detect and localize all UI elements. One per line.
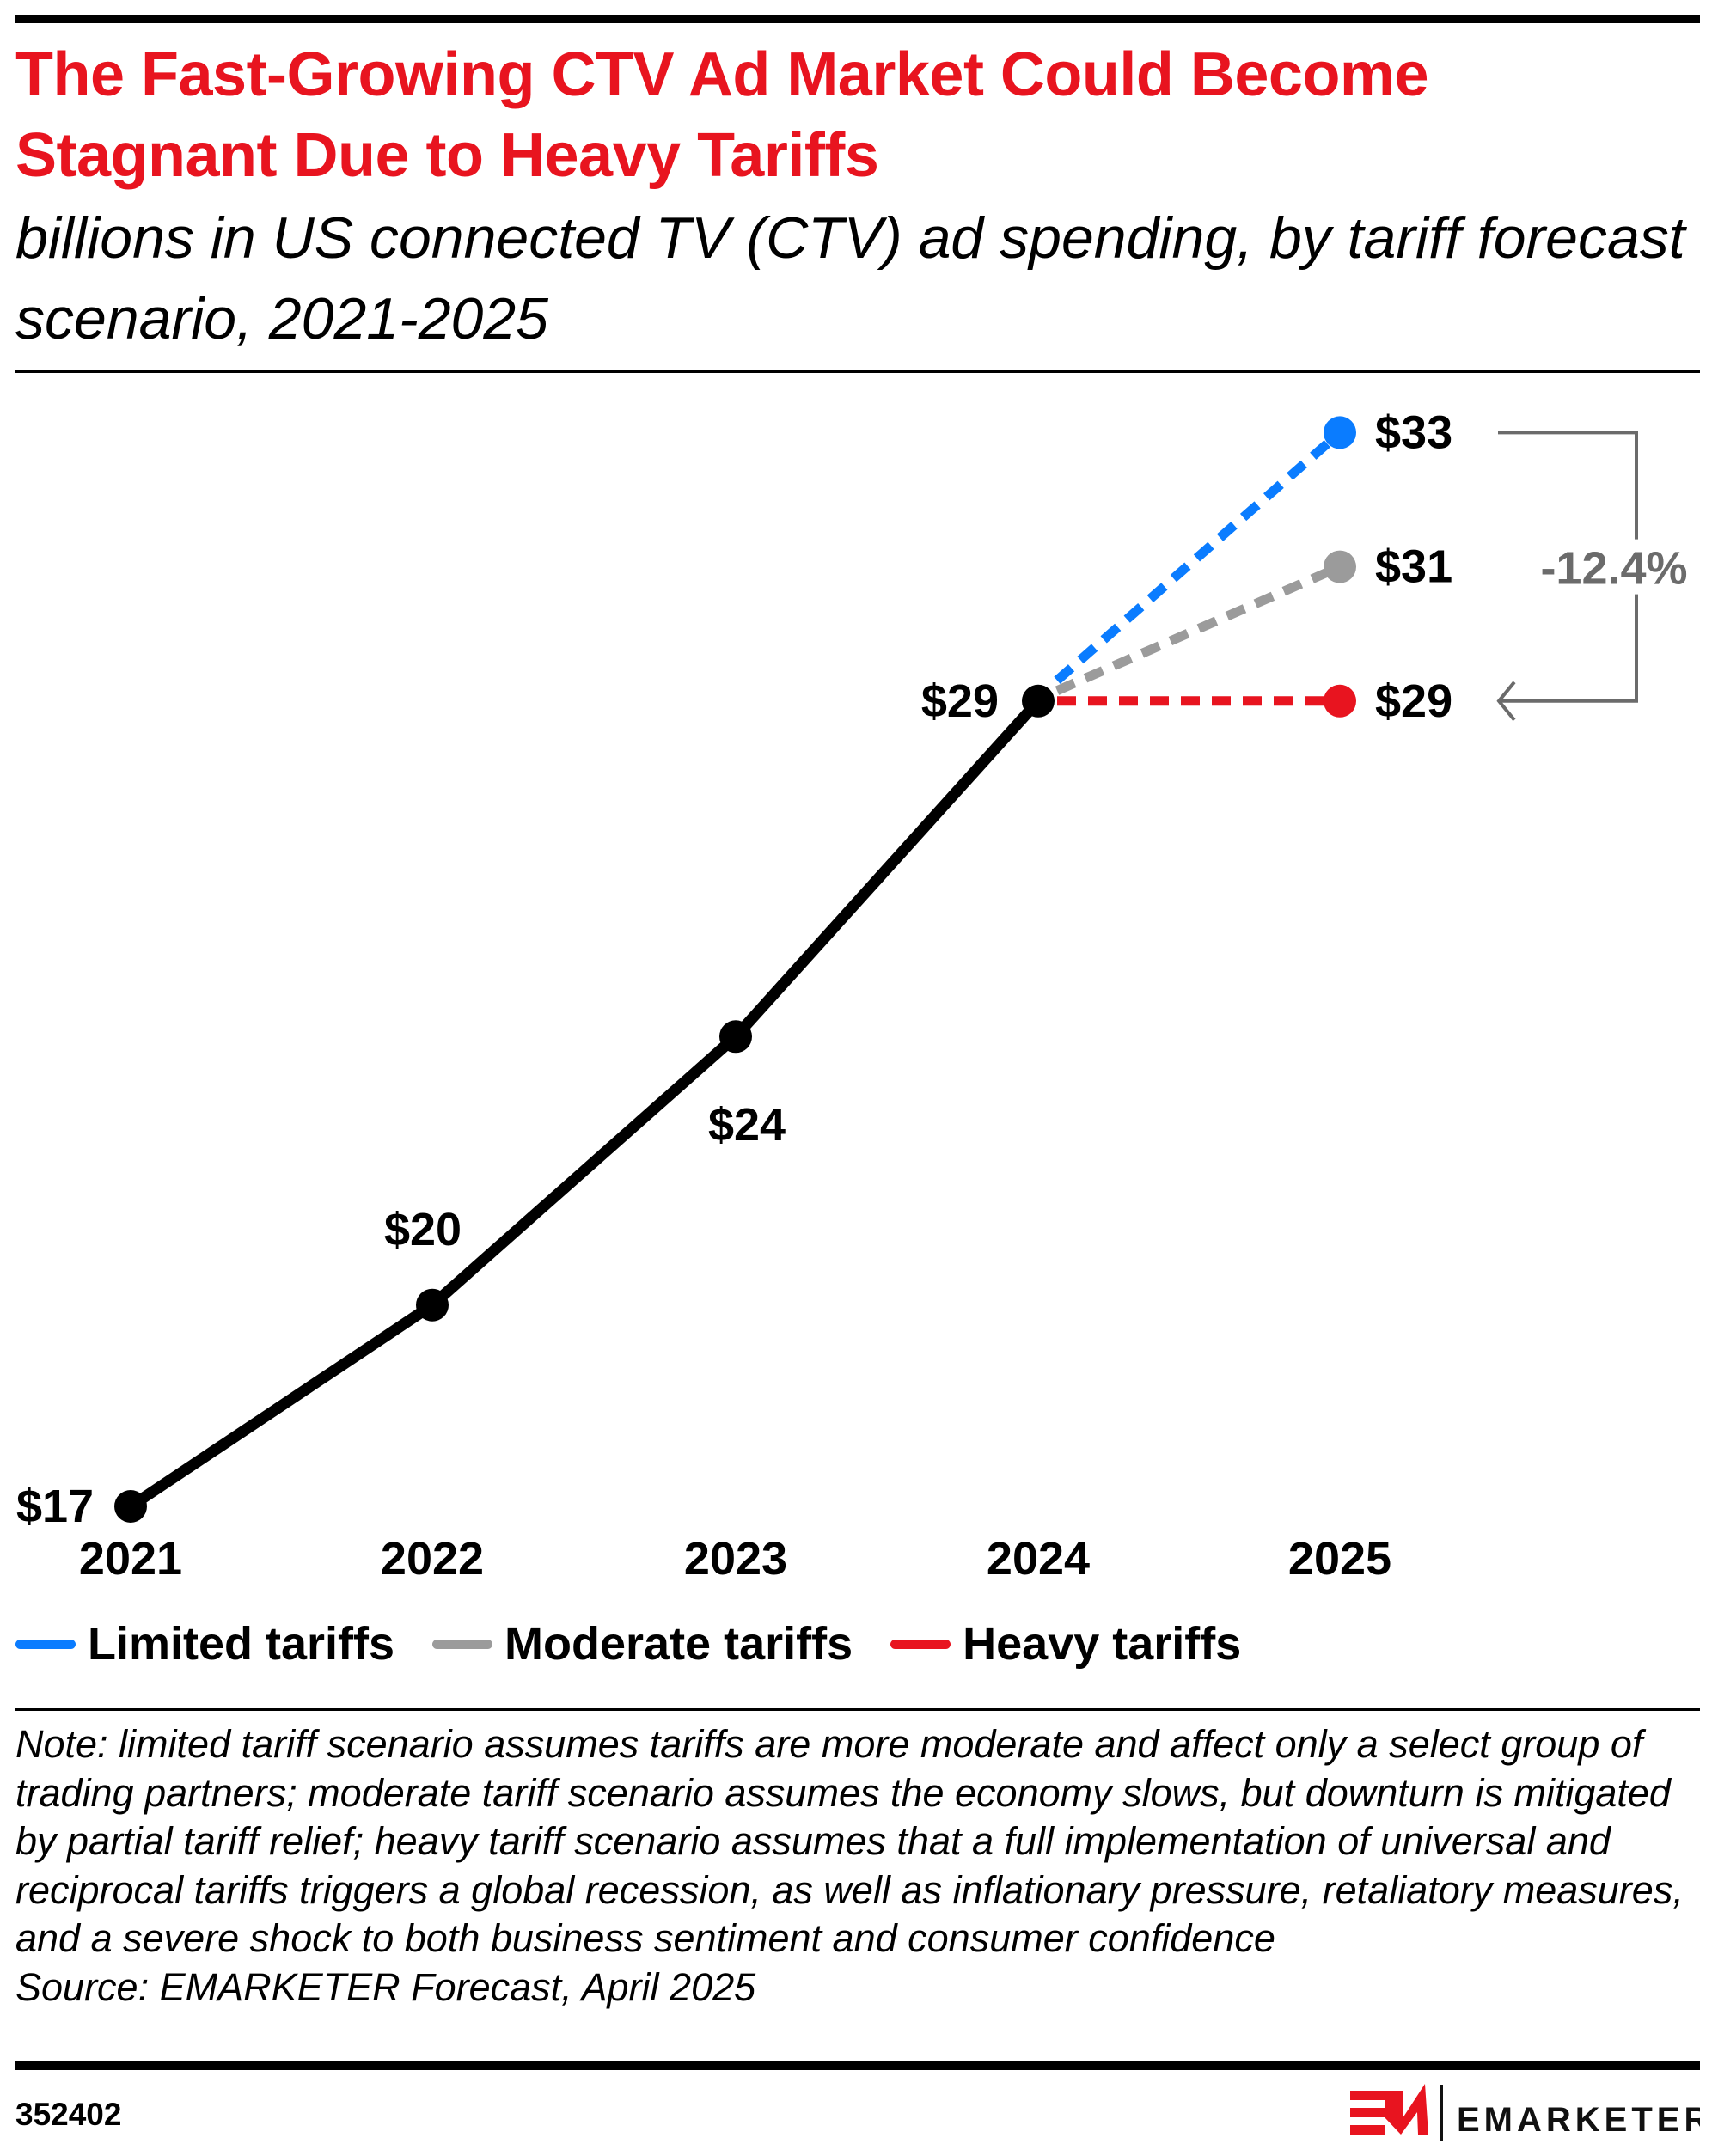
data-point-2022 xyxy=(416,1288,449,1322)
annotation-label: -12.4% xyxy=(1540,543,1687,595)
brand-name: EMARKETER xyxy=(1457,2101,1700,2139)
x-tick-label: 2022 xyxy=(381,1533,484,1585)
data-label: $24 xyxy=(708,1099,786,1151)
data-label: $29 xyxy=(921,675,999,727)
x-tick-label: 2021 xyxy=(79,1533,182,1585)
legend-swatch xyxy=(15,1639,76,1649)
top-bar xyxy=(15,15,1700,23)
data-point-2023 xyxy=(719,1020,752,1054)
data-label: $33 xyxy=(1375,406,1452,458)
chart-title: The Fast-Growing CTV Ad Market Could Bec… xyxy=(15,40,1429,190)
data-point-2024 xyxy=(1022,684,1055,718)
data-point-2025-moderate-tariffs xyxy=(1324,550,1356,583)
data-label: $29 xyxy=(1375,675,1452,727)
chart-subtitle: billions in US connected TV (CTV) ad spe… xyxy=(15,205,1685,351)
bottom-bar xyxy=(15,2061,1700,2070)
x-tick-label: 2024 xyxy=(987,1533,1090,1585)
chart-id: 352402 xyxy=(15,2097,122,2132)
legend-swatch xyxy=(890,1639,951,1649)
legend-label: Heavy tariffs xyxy=(963,1618,1242,1670)
data-label: $17 xyxy=(16,1481,94,1532)
source-text: Source: EMARKETER Forecast, April 2025 xyxy=(15,1964,756,2009)
arrow-left-icon xyxy=(1496,681,1516,722)
annotation-bg xyxy=(1538,539,1684,595)
x-tick-label: 2023 xyxy=(684,1533,787,1585)
legend-item-limited: Limited tariffs xyxy=(15,1617,394,1670)
series-line-moderate-tariffs xyxy=(1055,562,1342,695)
series-line-limited-tariffs xyxy=(1054,429,1343,684)
legend: Limited tariffs Moderate tariffs Heavy t… xyxy=(15,1617,1241,1670)
data-point-2021 xyxy=(114,1490,147,1523)
x-tick-label: 2025 xyxy=(1288,1533,1391,1585)
legend-swatch xyxy=(432,1639,493,1649)
series-line-historical xyxy=(127,697,1042,1512)
data-point-2025-heavy-tariffs xyxy=(1324,684,1356,718)
legend-label: Limited tariffs xyxy=(88,1618,395,1670)
footer-divider xyxy=(15,1708,1700,1711)
note: Note: limited tariff scenario assumes ta… xyxy=(15,1720,1691,2012)
data-label: $31 xyxy=(1375,541,1452,593)
legend-item-heavy: Heavy tariffs xyxy=(890,1617,1241,1670)
note-text: Note: limited tariff scenario assumes ta… xyxy=(15,1722,1684,1960)
data-point-2025-limited-tariffs xyxy=(1324,416,1356,449)
emarketer-logo: EMARKETER xyxy=(1350,2084,1700,2141)
legend-label: Moderate tariffs xyxy=(504,1618,853,1670)
data-label: $20 xyxy=(384,1204,462,1255)
legend-item-moderate: Moderate tariffs xyxy=(432,1617,853,1670)
header-divider xyxy=(15,370,1700,373)
line-chart: $17 $20 $24 $29 $33 $31 $29 2021 2022 2023 2024 202… xyxy=(16,406,1688,1585)
em-logo-icon xyxy=(1350,2084,1428,2135)
